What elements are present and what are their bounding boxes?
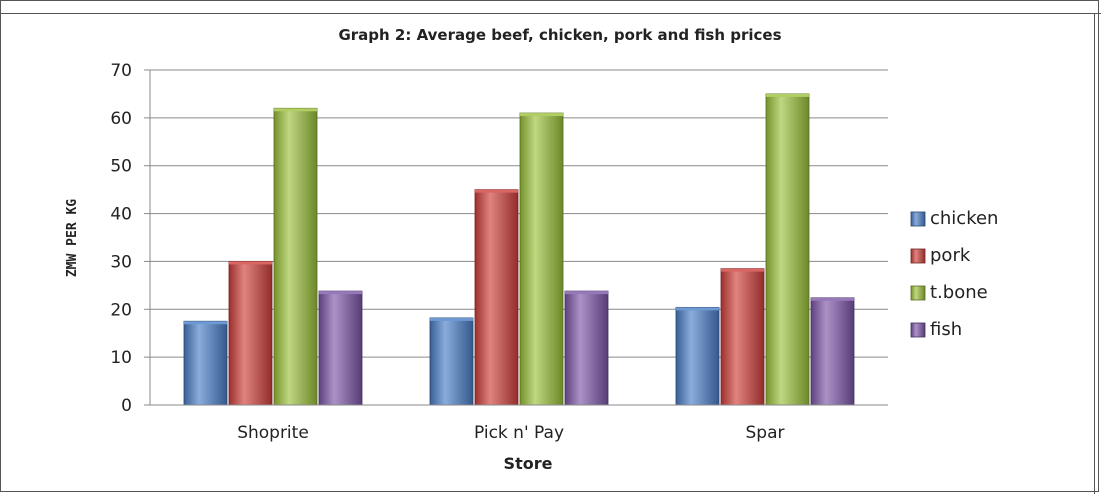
bar-cap xyxy=(721,268,764,272)
legend-label: chicken xyxy=(930,208,998,229)
bar-t-bone-spar xyxy=(765,93,810,406)
bar-chicken-pick-n-pay xyxy=(429,317,474,406)
x-axis-label: Store xyxy=(504,454,553,473)
bar-pork-pick-n-pay xyxy=(474,189,519,406)
bar-cap xyxy=(430,317,473,321)
axis-layer: 0 10 20 30 40 50 60 70 Shoprite Pick n' Pay Spar xyxy=(110,61,888,443)
x-tick-label: Spar xyxy=(746,423,785,443)
bar-cap xyxy=(811,297,854,301)
legend-label: fish xyxy=(930,319,962,340)
frame-top-border xyxy=(0,0,1101,14)
bar-pork-spar xyxy=(720,268,765,406)
frame-right-border xyxy=(1094,14,1095,494)
y-tick-label: 60 xyxy=(110,109,132,129)
legend-swatch xyxy=(910,211,926,227)
x-tick-label: Shoprite xyxy=(237,423,309,443)
bar-t-bone-shoprite xyxy=(273,107,318,406)
legend-swatch xyxy=(910,285,926,301)
bar-chicken-shoprite xyxy=(183,320,228,406)
legend-swatch xyxy=(910,322,926,338)
chart-title: Graph 2: Average beef, chicken, pork and… xyxy=(338,26,781,44)
y-tick-label: 30 xyxy=(110,252,132,272)
bar-pork-shoprite xyxy=(228,261,273,406)
x-tick-label: Pick n' Pay xyxy=(474,423,564,443)
bar-cap xyxy=(319,291,362,295)
legend-label: t.bone xyxy=(930,282,988,303)
bar-layer xyxy=(183,93,855,406)
bar-fish-shoprite xyxy=(318,290,363,406)
legend-label: pork xyxy=(930,245,971,266)
y-tick-label: 50 xyxy=(110,157,132,177)
legend-swatch xyxy=(910,248,926,264)
bar-fish-pick-n-pay xyxy=(564,290,609,406)
bar-cap xyxy=(766,93,809,97)
bar-fish-spar xyxy=(810,297,855,406)
y-tick-label: 0 xyxy=(121,396,132,416)
y-tick-label: 10 xyxy=(110,348,132,368)
bar-cap xyxy=(565,291,608,295)
y-tick-label: 70 xyxy=(110,61,132,81)
bar-t-bone-pick-n-pay xyxy=(519,112,564,406)
bar-cap xyxy=(184,321,227,325)
y-tick-label: 40 xyxy=(110,205,132,225)
bar-chicken-spar xyxy=(675,306,720,406)
y-tick-label: 20 xyxy=(110,300,132,320)
bar-cap xyxy=(520,113,563,117)
bar-cap xyxy=(676,307,719,311)
legend: chicken pork t.bone fish xyxy=(910,208,998,340)
bar-cap xyxy=(274,108,317,112)
y-axis-label: ZMW PER KG xyxy=(65,199,80,277)
bar-cap xyxy=(475,189,518,193)
bar-cap xyxy=(229,261,272,265)
